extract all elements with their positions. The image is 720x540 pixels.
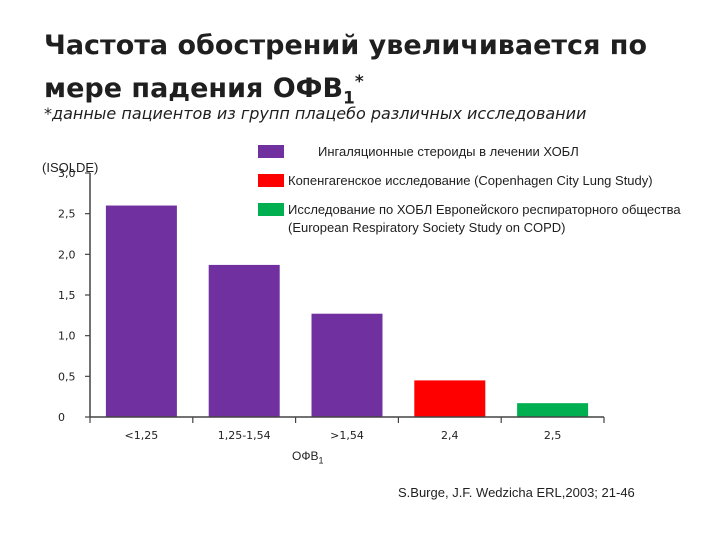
- bar-1: [208, 264, 280, 417]
- legend-label: Ингаляционные стероиды в лечении ХОБЛ: [318, 144, 579, 159]
- x-tick-label-0: <1,25: [125, 429, 159, 442]
- x-tick-label-4: 2,5: [544, 429, 562, 442]
- legend-text-block: Исследование по ХОБЛ Европейского респир…: [288, 201, 681, 237]
- x-tick-label-2: >1,54: [330, 429, 364, 442]
- legend-label: Исследование по ХОБЛ Европейского респир…: [288, 202, 681, 217]
- citation: S.Burge, J.F. Wedzicha ERL,2003; 21-46: [398, 485, 635, 500]
- title-line-2-text: мере падения ОФВ: [44, 73, 344, 104]
- x-axis-label-text: ОФВ: [292, 449, 319, 463]
- y-tick-label-4: 2,0: [58, 248, 76, 261]
- legend-item-ers: Исследование по ХОБЛ Европейского респир…: [258, 201, 681, 237]
- slide-subtitle: *данные пациентов из групп плацебо разли…: [44, 104, 587, 123]
- title-line-1: Частота обострений увеличивается по: [44, 30, 648, 61]
- title-line-2: мере падения ОФВ1*: [44, 64, 704, 116]
- legend-swatch-green: [258, 203, 284, 216]
- title-superscript: *: [354, 72, 364, 92]
- bar-4: [517, 403, 589, 417]
- y-tick-label-6: 3,0: [58, 167, 76, 180]
- x-axis-label-subscript: 1: [318, 455, 324, 466]
- legend-label: Копенгагенское исследование (Copenhagen …: [288, 173, 653, 188]
- legend-item-copenhagen: Копенгагенское исследование (Copenhagen …: [258, 172, 653, 190]
- legend-label-line-2: (European Respiratory Society Study on C…: [288, 220, 566, 235]
- bar-3: [414, 380, 486, 417]
- y-tick-label-5: 2,5: [58, 208, 76, 221]
- legend-item-steroids: Ингаляционные стероиды в лечении ХОБЛ: [258, 143, 579, 161]
- x-tick-label-1: 1,25-1,54: [218, 429, 271, 442]
- x-tick-label-3: 2,4: [441, 429, 459, 442]
- y-tick-label-2: 1,0: [58, 330, 76, 343]
- x-axis-label: ОФВ1: [292, 449, 323, 465]
- isolde-note: (ISOLDE): [42, 160, 99, 175]
- y-tick-label-3: 1,5: [58, 289, 76, 302]
- legend-swatch-purple: [258, 145, 284, 158]
- bar-2: [311, 313, 383, 417]
- title-subscript: 1: [343, 88, 355, 109]
- bar-0: [105, 205, 177, 417]
- slide-title: Частота обострений увеличивается по мере…: [44, 28, 704, 116]
- legend-swatch-red: [258, 174, 284, 187]
- y-tick-label-1: 0,5: [58, 370, 76, 383]
- y-tick-label-0: 0: [58, 411, 65, 424]
